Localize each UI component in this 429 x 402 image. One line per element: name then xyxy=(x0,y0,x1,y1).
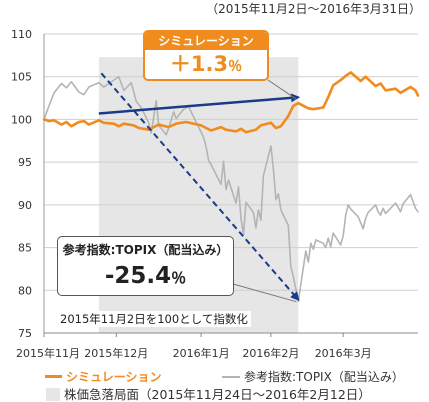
topix-callout-value: -25.4％ xyxy=(58,261,233,293)
y-tick-label: 80 xyxy=(18,284,32,297)
topix-return-unit: ％ xyxy=(171,269,187,287)
topix-callout-leader xyxy=(232,283,297,303)
series-line-topix xyxy=(43,75,419,303)
simulation-callout: シミュレーション ＋1.3％ xyxy=(143,30,269,81)
legend-shaded-region-swatch xyxy=(46,388,60,401)
y-tick-label: 105 xyxy=(11,71,32,84)
x-tick-label: 2016年1月 xyxy=(173,346,230,360)
legend-topix-label: 参考指数:TOPIX（配当込み） xyxy=(244,370,404,384)
y-tick-label: 100 xyxy=(11,113,32,126)
y-tick-label: 85 xyxy=(18,242,32,255)
x-tick-label: 2015年12月 xyxy=(84,346,148,360)
topix-callout-label: 参考指数:TOPIX（配当込み） xyxy=(62,243,229,257)
legend-topix-swatch xyxy=(222,376,240,378)
x-tick-label: 2016年3月 xyxy=(315,346,372,360)
simulation-return-value: ＋1.3 xyxy=(169,52,229,76)
simulation-return-unit: ％ xyxy=(228,59,243,75)
topix-callout: 参考指数:TOPIX（配当込み） -25.4％ xyxy=(57,236,234,296)
topix-change-arrow xyxy=(100,72,300,302)
legend-simulation-swatch xyxy=(45,375,62,378)
legend-simulation-label: シミュレーション xyxy=(66,370,162,384)
series-line-simulation xyxy=(42,71,420,134)
simulation-callout-label: シミュレーション xyxy=(145,32,267,50)
simulation-callout-leader xyxy=(267,79,297,100)
simulation-change-arrow xyxy=(98,93,301,115)
y-tick-label: 110 xyxy=(11,28,32,41)
annotation-group xyxy=(98,72,301,303)
x-tick-label: 2015年11月 xyxy=(16,346,80,360)
y-tick-label: 75 xyxy=(18,327,32,340)
index-base-note: 2015年11月2日を100として指数化 xyxy=(57,311,251,327)
topix-return-value: -25.4 xyxy=(104,263,172,289)
y-tick-label: 95 xyxy=(18,156,32,169)
series-group xyxy=(42,71,420,303)
simulation-callout-value: ＋1.3％ xyxy=(145,50,267,79)
legend-shaded-region-label: 株価急落局面（2015年11月24日～2016年2月12日） xyxy=(64,387,371,402)
period-label: （2015年11月2日～2016年3月31日） xyxy=(206,2,421,16)
x-tick-label: 2016年2月 xyxy=(242,346,299,360)
y-tick-label: 90 xyxy=(18,199,32,212)
